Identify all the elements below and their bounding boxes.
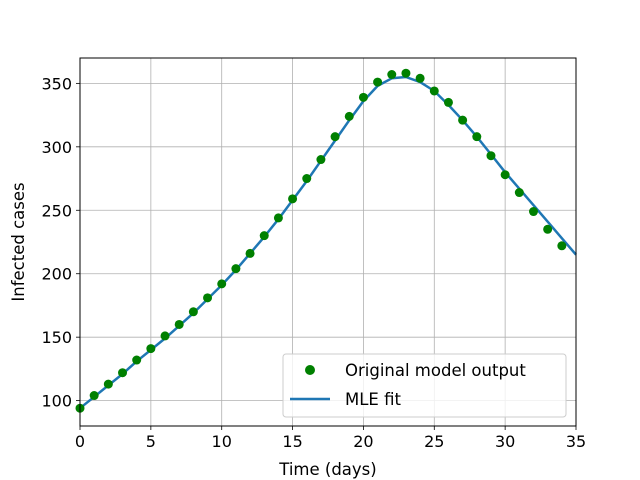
plot-frame: [79, 57, 577, 427]
data-point: [316, 155, 326, 165]
data-point: [330, 132, 340, 142]
data-point: [174, 319, 184, 329]
legend-marker-original: [305, 365, 315, 375]
y-axis-ticks: 100 150 200 250 300 350: [41, 74, 80, 411]
data-point: [486, 151, 496, 161]
data-point: [118, 368, 128, 378]
data-point: [443, 97, 453, 107]
data-point: [259, 231, 269, 241]
data-point: [273, 213, 283, 223]
data-point: [231, 264, 241, 274]
x-axis-ticks: 0 5 10 15 20 25 30 35: [75, 426, 586, 451]
y-tick-label: 100: [41, 392, 72, 411]
points-layer: [75, 68, 567, 413]
data-point: [103, 379, 113, 389]
x-tick-label: 10: [212, 432, 232, 451]
data-point: [358, 92, 368, 102]
x-tick-label: 15: [282, 432, 302, 451]
data-point: [528, 207, 538, 217]
legend-label-original: Original model output: [345, 361, 526, 380]
data-point: [401, 68, 411, 78]
legend-label-fit: MLE fit: [345, 390, 401, 409]
data-point: [132, 355, 142, 365]
x-tick-label: 20: [353, 432, 373, 451]
data-point: [415, 73, 425, 83]
y-tick-label: 300: [41, 138, 72, 157]
data-point: [557, 241, 567, 251]
data-point: [302, 174, 312, 184]
data-point: [500, 170, 510, 180]
data-point: [458, 115, 468, 125]
data-point: [288, 194, 298, 204]
legend-box: [282, 353, 567, 418]
data-point: [387, 69, 397, 79]
data-point: [543, 224, 553, 234]
x-tick-label: 35: [566, 432, 586, 451]
x-tick-label: 5: [146, 432, 156, 451]
x-axis-label: Time (days): [278, 460, 376, 479]
data-point: [344, 111, 354, 121]
data-point: [203, 293, 213, 303]
y-axis-label: Infected cases: [9, 182, 28, 301]
data-point: [89, 391, 99, 401]
y-tick-label: 350: [41, 74, 72, 93]
y-tick-label: 250: [41, 201, 72, 220]
x-tick-label: 0: [75, 432, 85, 451]
legend: Original model output MLE fit: [282, 353, 567, 418]
data-point: [188, 307, 198, 317]
data-point: [217, 279, 227, 289]
data-point: [429, 86, 439, 96]
data-point: [373, 77, 383, 87]
y-tick-label: 150: [41, 328, 72, 347]
data-point: [160, 331, 170, 341]
x-tick-label: 25: [424, 432, 444, 451]
data-point: [472, 132, 482, 142]
data-point: [514, 188, 524, 198]
y-tick-label: 200: [41, 265, 72, 284]
data-point: [146, 344, 156, 354]
x-tick-label: 30: [495, 432, 515, 451]
data-point: [245, 248, 255, 258]
